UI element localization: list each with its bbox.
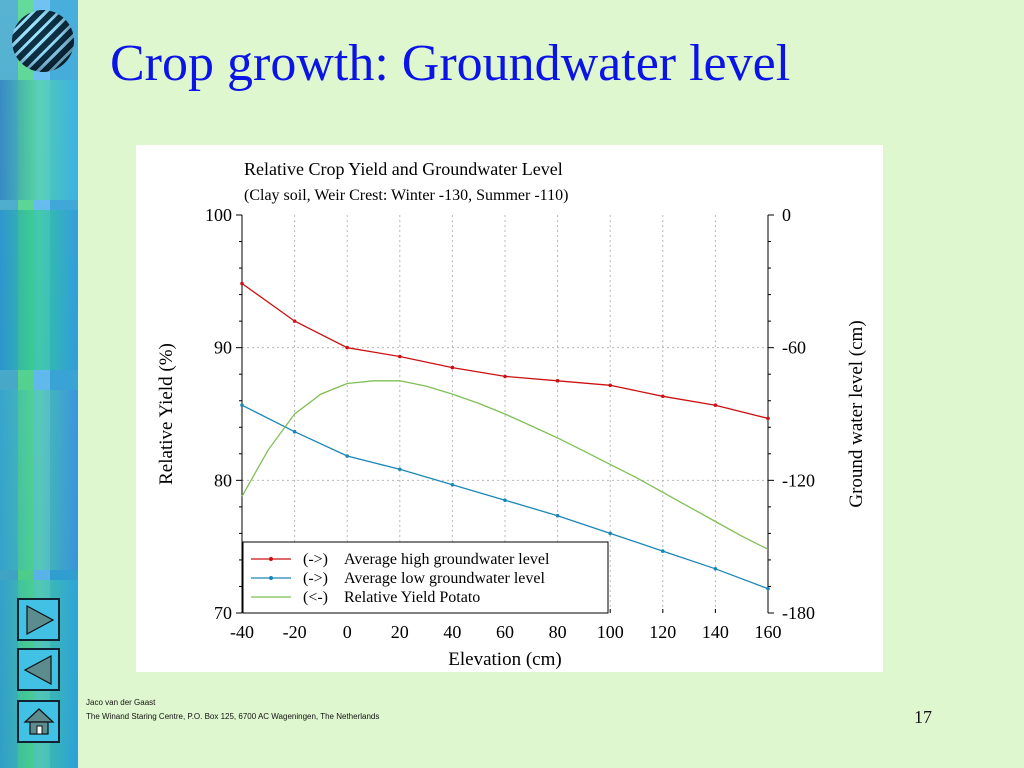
x-tick-label: 80 (549, 622, 567, 642)
data-point-1 (292, 319, 297, 323)
data-point-1 (450, 365, 455, 370)
legend-prefix: (<-) (303, 589, 328, 606)
data-point-1 (503, 374, 507, 379)
legend-prefix: (->) (303, 570, 328, 587)
x-tick-label: 0 (343, 622, 352, 642)
data-point-2 (398, 467, 402, 472)
home-button[interactable] (17, 700, 60, 743)
legend-label: Average high groundwater level (344, 551, 550, 568)
y-tick-label: 90 (214, 338, 232, 358)
y2-axis-label: Ground water level (cm) (846, 320, 867, 507)
legend-marker-1 (269, 557, 273, 561)
x-tick-label: -20 (283, 622, 307, 642)
legend-box (242, 541, 609, 614)
globe-logo (12, 10, 74, 72)
y-tick-label: 80 (214, 470, 232, 490)
x-tick-label: 160 (755, 622, 782, 642)
x-tick-label: 20 (391, 622, 409, 642)
line-chart: Relative Crop Yield and Groundwater Leve… (156, 159, 867, 670)
play-right-icon (25, 604, 54, 635)
data-point-2 (555, 513, 560, 518)
y2-tick-label: -180 (782, 603, 815, 623)
data-point-1 (555, 379, 560, 383)
x-tick-label: -40 (230, 622, 254, 642)
slide-title: Crop growth: Groundwater level (110, 35, 791, 92)
data-point-1 (345, 345, 349, 350)
data-point-1 (398, 354, 402, 359)
data-point-2 (661, 549, 665, 553)
y-tick-label: 70 (214, 603, 232, 623)
y-axis-label: Relative Yield (%) (156, 343, 177, 485)
legend-prefix: (->) (303, 551, 328, 568)
x-tick-label: 60 (496, 622, 514, 642)
data-point-2 (608, 531, 612, 536)
legend-marker-2 (269, 576, 273, 580)
x-tick-label: 40 (443, 622, 461, 642)
footer-organization: The Winand Staring Centre, P.O. Box 125,… (86, 712, 380, 721)
chart-title: Relative Crop Yield and Groundwater Leve… (244, 159, 563, 179)
data-point-2 (450, 482, 455, 487)
x-tick-label: 140 (702, 622, 729, 642)
series-line-3 (241, 380, 769, 550)
y2-tick-label: -120 (782, 470, 815, 490)
legend-label: Average low groundwater level (344, 570, 546, 587)
data-point-2 (240, 403, 244, 407)
footer-author: Jaco van der Gaast (86, 698, 156, 707)
y-tick-label: 100 (205, 205, 232, 225)
chart-panel: Relative Crop Yield and Groundwater Leve… (136, 145, 883, 672)
chart-subtitle: (Clay soil, Weir Crest: Winter -130, Sum… (244, 187, 568, 204)
x-tick-label: 120 (649, 622, 676, 642)
data-point-2 (503, 498, 507, 503)
previous-slide-button[interactable] (17, 648, 60, 691)
data-point-2 (766, 586, 770, 591)
play-left-icon (23, 654, 52, 685)
data-point-1 (240, 281, 244, 286)
legend-label: Relative Yield Potato (344, 589, 480, 606)
data-point-2 (713, 566, 718, 571)
y2-tick-label: -60 (782, 338, 806, 358)
next-slide-button[interactable] (17, 598, 60, 641)
home-icon (22, 707, 55, 735)
page-number: 17 (914, 707, 932, 727)
data-point-1 (608, 383, 612, 388)
data-point-2 (345, 454, 349, 458)
data-point-2 (292, 429, 297, 434)
y2-tick-label: 0 (782, 205, 791, 225)
x-axis-label: Elevation (cm) (448, 649, 561, 670)
data-point-1 (661, 394, 665, 399)
x-tick-label: 100 (597, 622, 624, 642)
data-point-1 (766, 416, 770, 421)
data-point-1 (713, 403, 718, 407)
